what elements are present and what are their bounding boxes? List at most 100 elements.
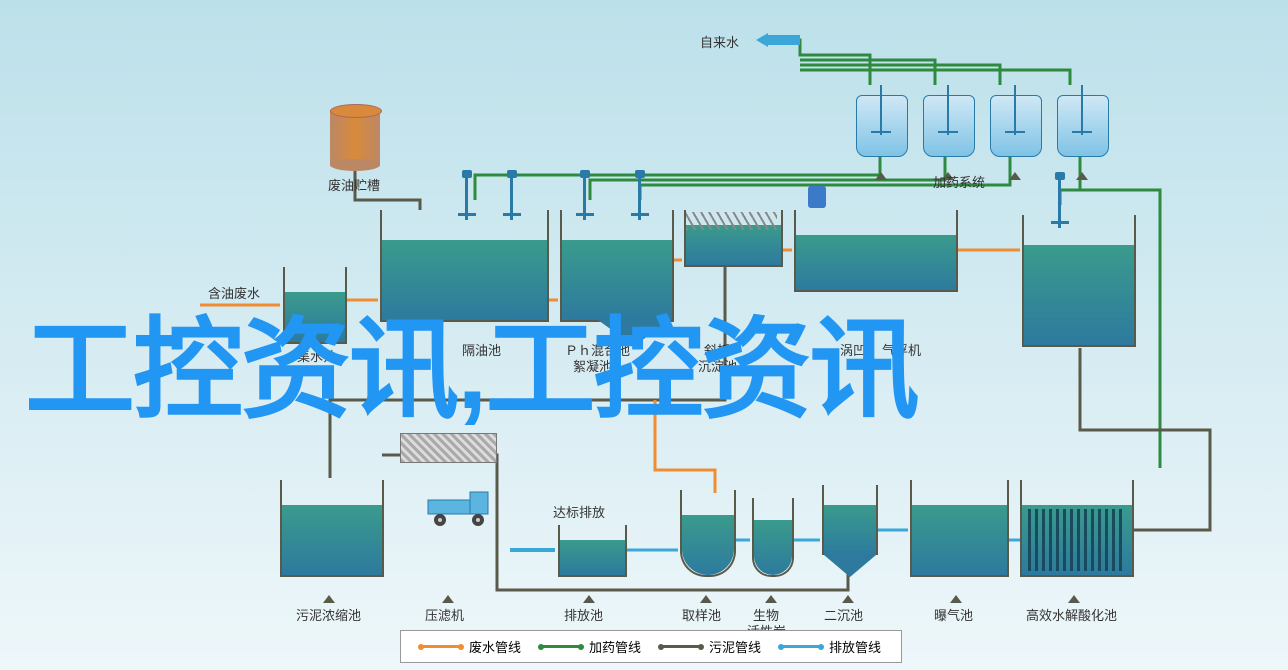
legend-label: 污泥管线 <box>709 637 761 656</box>
tank-vortex <box>794 210 958 292</box>
tank-fill <box>686 225 781 265</box>
tank-discharge <box>558 525 627 577</box>
agitator <box>638 178 641 220</box>
legend-label: 废水管线 <box>469 637 521 656</box>
dosing-tank-1 <box>856 85 906 155</box>
tank-fill <box>1024 245 1134 345</box>
legend-line <box>421 645 461 648</box>
legend-item: 排放管线 <box>781 637 881 656</box>
tank-sample <box>680 490 736 577</box>
up-arrow-icon <box>842 595 854 603</box>
incline-plate-hatch <box>686 212 777 230</box>
bar <box>1105 509 1108 571</box>
tank-fill <box>912 505 1007 575</box>
vessel <box>1057 95 1109 157</box>
label-dosing-system: 加药系统 <box>933 172 985 191</box>
up-arrow-icon <box>1009 172 1021 180</box>
tank-hydrolysis <box>1020 480 1134 577</box>
pipe <box>1060 155 1080 205</box>
tank-fill <box>682 515 734 575</box>
legend-item: 废水管线 <box>421 637 521 656</box>
truck-svg <box>420 488 500 528</box>
agitator <box>465 178 468 220</box>
bar <box>1070 509 1073 571</box>
legend-label: 加药管线 <box>589 637 641 656</box>
bar <box>1098 509 1101 571</box>
up-arrow-icon <box>1068 595 1080 603</box>
pipe <box>800 65 1000 85</box>
stirrer-blade <box>871 131 891 133</box>
legend-item: 加药管线 <box>541 637 641 656</box>
tank-ph-mix <box>560 210 674 322</box>
label-floc: 絮凝池 <box>573 356 612 375</box>
bar <box>1091 509 1094 571</box>
up-arrow-icon <box>323 595 335 603</box>
stirrer-shaft <box>1081 85 1083 135</box>
bar <box>1035 509 1038 571</box>
dosing-tank-2 <box>923 85 973 155</box>
bar <box>1056 509 1059 571</box>
up-arrow-icon <box>442 595 454 603</box>
label-sample-pool: 取样池 <box>682 605 721 624</box>
tank-adjust <box>1022 215 1136 347</box>
tank-fill <box>796 235 956 290</box>
bar <box>1028 509 1031 571</box>
up-arrow-icon <box>875 172 887 180</box>
label-std-discharge: 达标排放 <box>553 502 605 521</box>
legend: 废水管线 加药管线 污泥管线 排放管线 <box>400 630 902 663</box>
label-tap-water: 自来水 <box>700 32 739 51</box>
pipe <box>655 400 715 493</box>
motor <box>808 186 826 208</box>
agitator <box>510 178 513 220</box>
tank-fill <box>754 520 792 575</box>
stirrer-blade <box>938 131 958 133</box>
label-hydrolysis: 高效水解酸化池 <box>1026 605 1117 624</box>
up-arrow-icon <box>1076 172 1088 180</box>
bar <box>1084 509 1087 571</box>
tank-sec-sed <box>822 485 878 555</box>
tank-fill <box>382 240 547 320</box>
stirrer-blade <box>1072 131 1092 133</box>
waste-oil-tank <box>330 110 380 165</box>
tank-oil-sep <box>380 210 549 322</box>
vessel <box>990 95 1042 157</box>
bar <box>1049 509 1052 571</box>
stirrer-shaft <box>947 85 949 135</box>
label-reaction: 隔油池 <box>462 340 501 359</box>
label-sediment: 沉淀池 <box>698 356 737 375</box>
vessel <box>856 95 908 157</box>
tank-fill <box>285 292 345 342</box>
stirrer-shaft <box>880 85 882 135</box>
legend-item: 污泥管线 <box>661 637 761 656</box>
legend-label: 排放管线 <box>829 637 881 656</box>
label-discharge-pool: 排放池 <box>564 605 603 624</box>
stirrer-shaft <box>1014 85 1016 135</box>
dosing-tank-4 <box>1057 85 1107 155</box>
label-well: 集水井 <box>297 346 336 365</box>
tank-aeration <box>910 480 1009 577</box>
up-arrow-icon <box>765 595 777 603</box>
tank-sludge <box>280 480 384 577</box>
bar <box>1063 509 1066 571</box>
tank-well <box>283 267 347 344</box>
legend-line <box>661 645 701 648</box>
up-arrow-icon <box>950 595 962 603</box>
legend-line <box>781 645 821 648</box>
filter-press <box>400 433 497 463</box>
tank-fill <box>562 240 672 320</box>
bar <box>1042 509 1045 571</box>
agitator <box>1058 180 1061 228</box>
label-filter-press: 压滤机 <box>425 605 464 624</box>
tank-fill <box>560 540 625 575</box>
up-arrow-icon <box>700 595 712 603</box>
label-sludge-thicken: 污泥浓缩池 <box>296 605 361 624</box>
tank-fill <box>282 505 382 575</box>
tank-bio-carbon <box>752 498 794 577</box>
up-arrow-icon <box>583 595 595 603</box>
stirrer-blade <box>1005 131 1025 133</box>
bar <box>1077 509 1080 571</box>
dosing-tank-3 <box>990 85 1040 155</box>
truck-icon <box>420 488 500 533</box>
legend-line <box>541 645 581 648</box>
label-aeration: 曝气池 <box>934 605 973 624</box>
